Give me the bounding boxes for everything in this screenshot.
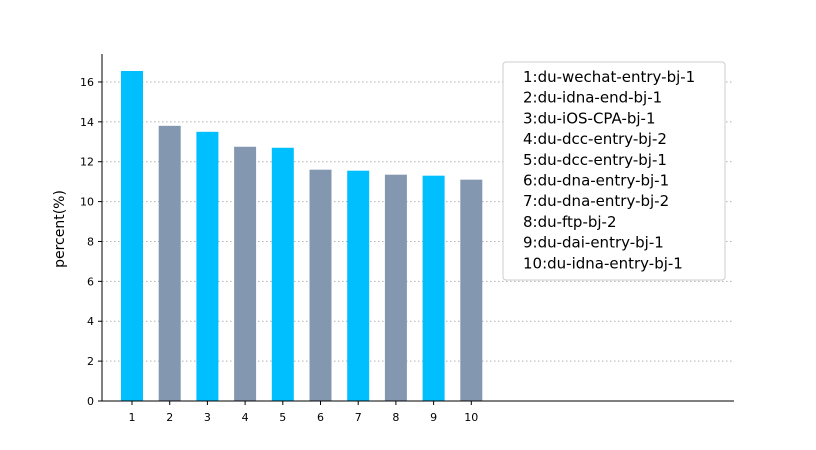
bars <box>121 70 483 402</box>
x-tick-label: 3 <box>204 411 211 424</box>
x-ticks: 1 2 3 4 5 6 7 8 9 10 <box>129 401 478 424</box>
y-tick-label: 4 <box>87 315 94 328</box>
x-tick-label: 1 <box>129 411 136 424</box>
y-tick-label: 2 <box>87 355 94 368</box>
x-tick-label: 7 <box>355 411 362 424</box>
legend-entry: 6:du-dna-entry-bj-1 <box>523 172 669 190</box>
y-axis-label: percent(%) <box>52 190 68 268</box>
bar <box>422 175 445 401</box>
y-tick-label: 8 <box>87 235 94 248</box>
x-tick-label: 5 <box>279 411 286 424</box>
legend-box <box>502 61 726 281</box>
y-ticks: 0 2 4 6 8 10 12 14 16 <box>80 76 102 408</box>
legend-entry: 8:du-ftp-bj-2 <box>523 213 617 231</box>
bar <box>347 170 370 401</box>
x-tick-label: 9 <box>430 411 437 424</box>
x-tick-label: 10 <box>464 411 478 424</box>
y-tick-label: 14 <box>80 116 94 129</box>
legend-entry: 9:du-dai-entry-bj-1 <box>523 234 664 252</box>
legend-entry: 1:du-wechat-entry-bj-1 <box>523 68 695 86</box>
x-tick-label: 2 <box>166 411 173 424</box>
legend-entry: 4:du-dcc-entry-bj-2 <box>523 130 667 148</box>
bar <box>384 174 407 401</box>
legend-entry: 10:du-idna-entry-bj-1 <box>523 254 683 272</box>
legend-entry: 7:du-dna-entry-bj-2 <box>523 192 669 210</box>
bar <box>460 179 483 401</box>
bar <box>121 70 143 402</box>
y-tick-label: 10 <box>80 196 94 209</box>
y-tick-label: 6 <box>87 275 94 288</box>
legend-entry: 3:du-iOS-CPA-bj-1 <box>523 109 656 127</box>
legend: 1:du-wechat-entry-bj-1 2:du-idna-end-bj-1… <box>502 61 726 281</box>
y-tick-label: 0 <box>87 395 94 408</box>
x-tick-label: 4 <box>242 411 249 424</box>
bar <box>234 146 257 401</box>
bar <box>309 169 332 401</box>
y-tick-label: 16 <box>80 76 94 89</box>
x-tick-label: 6 <box>317 411 324 424</box>
legend-entry: 5:du-dcc-entry-bj-1 <box>523 151 667 169</box>
bar <box>196 131 219 401</box>
bar <box>158 125 181 401</box>
bar <box>271 147 294 401</box>
y-tick-label: 12 <box>80 156 94 169</box>
legend-entry: 2:du-idna-end-bj-1 <box>523 89 662 107</box>
x-tick-label: 8 <box>392 411 399 424</box>
